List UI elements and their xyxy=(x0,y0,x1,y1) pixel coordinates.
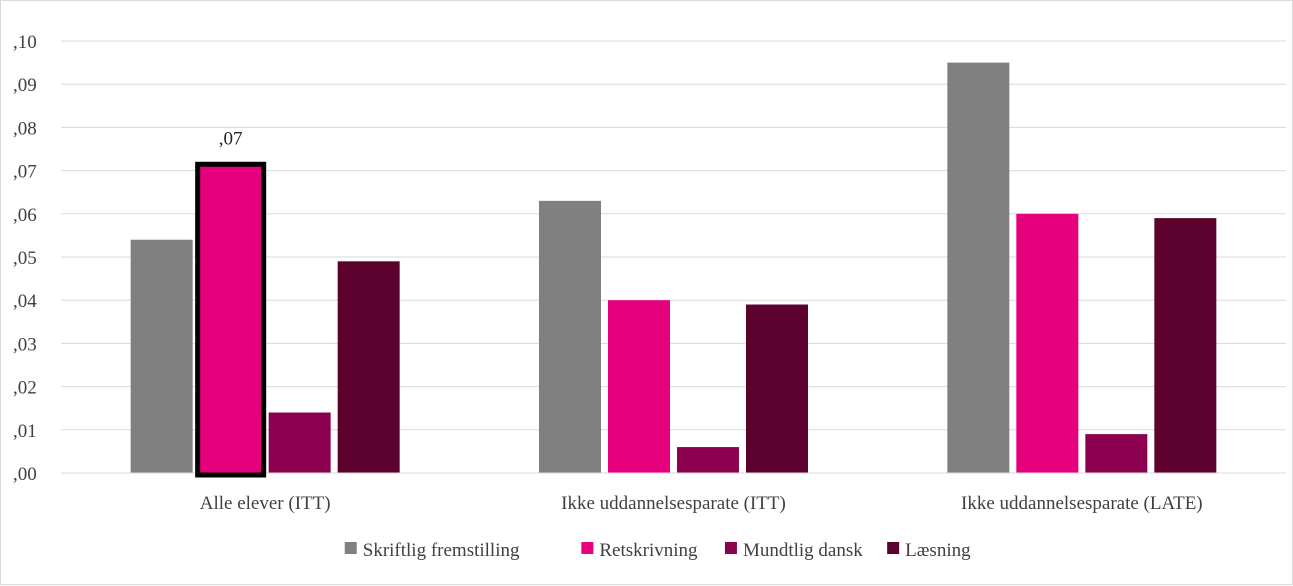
bars xyxy=(130,62,1217,474)
legend-label: Mundtlig dansk xyxy=(743,540,863,561)
bar-1-3 xyxy=(947,62,1010,473)
bar-3-3 xyxy=(1085,434,1148,473)
x-axis: Alle elever (ITT) Ikke uddannelsesparate … xyxy=(61,472,1286,514)
bar-2-1 xyxy=(199,166,262,473)
bar-4-2 xyxy=(746,304,808,473)
legend-label: Skriftlig fremstilling xyxy=(363,540,520,561)
y-tick-label: ,03 xyxy=(13,334,37,355)
y-tick-label: ,04 xyxy=(13,291,37,312)
y-tick-label: ,09 xyxy=(13,75,37,96)
x-category-label: Ikke uddannelsesparate (LATE) xyxy=(961,493,1203,514)
legend-swatch xyxy=(887,542,900,554)
y-axis-ticks: ,00 ,01 ,02 ,03 ,04 ,05 ,06 ,07 ,08 ,09 ,10 xyxy=(13,32,37,485)
y-tick-label: ,02 xyxy=(13,378,37,399)
legend-swatch xyxy=(581,542,594,554)
legend-label: Retskrivning xyxy=(599,540,698,561)
y-tick-label: ,05 xyxy=(13,248,37,269)
legend-label: Læsning xyxy=(905,540,971,561)
bar-1-2 xyxy=(539,200,601,473)
data-label: ,07 xyxy=(219,128,243,149)
bar-2-2 xyxy=(608,300,670,473)
annotations: ,07 xyxy=(195,128,267,478)
highlight-frame xyxy=(195,161,267,478)
y-tick-label: ,07 xyxy=(13,162,37,183)
bar-3-2 xyxy=(677,447,739,473)
bar-3-1 xyxy=(268,412,331,473)
legend-swatch xyxy=(344,542,357,554)
bar-4-3 xyxy=(1154,218,1217,473)
x-category-label: Alle elever (ITT) xyxy=(200,493,331,514)
y-tick-label: ,10 xyxy=(13,32,37,53)
y-tick-label: ,08 xyxy=(13,118,37,139)
y-tick-label: ,06 xyxy=(13,205,37,226)
bar-1-1 xyxy=(130,239,193,473)
bar-4-1 xyxy=(337,261,400,473)
legend-swatch xyxy=(724,542,737,554)
y-tick-label: ,01 xyxy=(13,421,37,442)
y-tick-label: ,00 xyxy=(13,464,37,485)
legend: Skriftlig fremstilling Retskrivning Mundtl… xyxy=(344,540,971,561)
x-category-label: Ikke uddannelsesparate (ITT) xyxy=(561,493,786,514)
bar-2-3 xyxy=(1016,213,1079,474)
